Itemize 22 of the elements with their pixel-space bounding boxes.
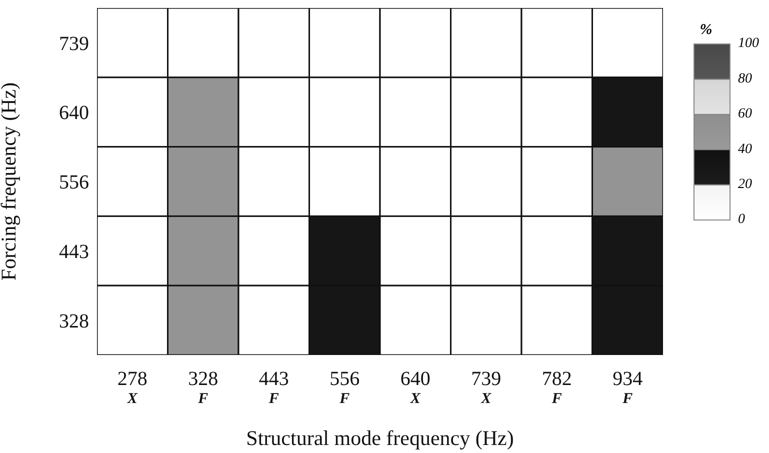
color-bar-label: 80 <box>738 71 752 86</box>
color-bar-label: 20 <box>738 177 752 192</box>
y-tick-label: 640 <box>59 102 89 124</box>
y-tick-label: 443 <box>59 241 89 263</box>
x-tick-label: 934 F <box>612 368 643 407</box>
y-tick-label: 328 <box>59 310 89 332</box>
color-bar-label: 100 <box>738 36 759 52</box>
x-tick-label: 328 F <box>188 368 218 407</box>
x-tick-label: 640 X <box>400 368 430 407</box>
y-tick-label: 739 <box>59 32 89 55</box>
color-bar-title: % <box>700 22 712 38</box>
y-axis-title: Forcing frequency (Hz) <box>0 82 20 281</box>
x-tick-label: 782 F <box>542 368 572 407</box>
x-axis-title: Structural mode frequency (Hz) <box>246 426 514 450</box>
y-tick-label: 556 <box>59 172 89 194</box>
x-tick-label: 556 F <box>330 368 360 407</box>
x-tick-label: 278 X <box>117 368 148 407</box>
color-bar-label: 40 <box>738 142 752 157</box>
x-tick-label: 443 F <box>258 368 289 407</box>
color-bar-label: 0 <box>738 212 745 228</box>
x-tick-label: 739 X <box>471 368 502 407</box>
color-bar-label: 60 <box>738 106 752 122</box>
